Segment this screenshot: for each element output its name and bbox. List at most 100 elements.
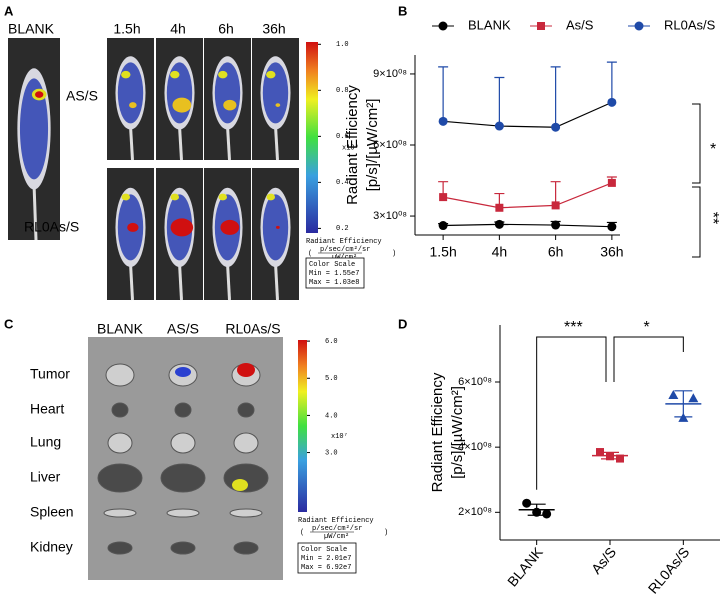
organ [170, 432, 196, 454]
organ-label: Liver [30, 469, 61, 485]
row-label: RL0As/S [24, 219, 79, 235]
scale-box [297, 542, 357, 574]
x-tick-label: 4h [492, 244, 508, 260]
signal-spot [170, 218, 194, 237]
signal-spot [170, 70, 180, 79]
signal-spot [127, 222, 139, 232]
sd-bar [674, 390, 693, 418]
error-bar [438, 66, 449, 122]
paren: ) [384, 529, 388, 537]
data-point [438, 116, 448, 126]
annotation: ** [704, 212, 721, 224]
row-label: AS/S [66, 88, 98, 104]
colorbar-unit: p/sec/cm²/sr [312, 525, 362, 533]
colorbar-title: Radiant Efficiency [298, 517, 374, 525]
data-point [607, 178, 616, 187]
y-axis-label: [p/s]/[µW/cm²] [449, 386, 466, 479]
data-point [551, 201, 560, 210]
y-tick-label: 9×10⁰⁸ [373, 68, 407, 80]
scale-text: Max = 1.03e8 [309, 279, 359, 287]
signal-spot [129, 102, 137, 109]
bracket [613, 336, 684, 382]
legend-label: As/S [566, 17, 594, 32]
tail [274, 125, 279, 161]
scale-text: Min = 1.55e7 [309, 270, 359, 278]
signal-spot [35, 91, 44, 98]
x-tick-label: 6h [548, 244, 564, 260]
column-label: 6h [218, 21, 234, 37]
y-tick-label: 6×10⁰⁸ [373, 139, 407, 151]
column-label: BLANK [8, 21, 55, 37]
y-axis-label: Radiant Efficiency [429, 372, 446, 492]
data-point [616, 454, 624, 463]
data-point [542, 509, 552, 519]
legend-marker [537, 22, 545, 30]
column-label: 4h [170, 21, 186, 37]
signal-spot [218, 70, 228, 79]
paren: ( [300, 529, 304, 537]
colorbar-unit: µW/cm² [324, 533, 349, 541]
data-point [522, 498, 532, 508]
error-bar [606, 61, 617, 103]
y-axis-label: Radiant Efficiency [344, 85, 361, 205]
organ-label: Spleen [30, 504, 74, 520]
x-tick-label: RL0As/S [645, 544, 693, 597]
organ-label: Lung [30, 434, 61, 450]
y-tick-label: 6×10⁰⁸ [458, 376, 492, 388]
y-axis-label: [p/s]/[µW/cm²] [364, 99, 381, 192]
mouse-signal [214, 62, 241, 124]
organ [160, 463, 206, 493]
column-label: BLANK [97, 321, 144, 337]
annotation: *** [564, 319, 583, 336]
mouse-signal [19, 78, 49, 180]
organ-label: Tumor [30, 366, 70, 382]
colorbar-multiplier: x10⁷ [331, 433, 348, 441]
colorbar-tick-label: 0.6 [336, 133, 349, 141]
mouse-signal [262, 62, 289, 124]
signal-spot [121, 193, 131, 201]
panel-label: C [4, 316, 14, 331]
tail [274, 262, 279, 301]
colorbar-tick-label: 1.0 [336, 41, 349, 49]
column-label: 1.5h [113, 21, 140, 37]
signal-spot [223, 99, 237, 111]
data-point [668, 390, 679, 400]
annotation: * [710, 141, 716, 158]
column-label: AS/S [167, 321, 199, 337]
y-tick-label: 2×10⁰⁸ [458, 506, 492, 518]
column-label: RL0As/S [225, 321, 280, 337]
paren: ) [392, 250, 396, 258]
colorbar-tick-label: 5.0 [325, 375, 338, 383]
mouse-signal [117, 62, 144, 124]
colorbar-multiplier: x10⁸ [342, 144, 359, 152]
colorbar-tick-label: 0.2 [336, 225, 349, 233]
legend-marker [634, 21, 644, 31]
organ [166, 508, 200, 518]
organ [229, 508, 263, 518]
colorbar-tick-label: 4.0 [325, 412, 338, 420]
series-line [443, 223, 612, 228]
scale-text: Color Scale [309, 261, 355, 269]
data-point [551, 122, 561, 132]
organ [107, 432, 133, 454]
tail [129, 125, 134, 161]
organ [107, 541, 133, 555]
organ [233, 541, 259, 555]
signal-spot [121, 70, 131, 79]
x-tick-label: 1.5h [430, 244, 457, 260]
legend-marker [438, 21, 448, 31]
organ [174, 402, 192, 418]
paren: ( [308, 250, 312, 258]
tail [226, 125, 231, 161]
signal-spot [266, 193, 276, 201]
y-tick-label: 4×10⁰⁸ [458, 441, 492, 453]
organ [97, 463, 143, 493]
mouse-signal [166, 62, 193, 124]
sd-bar [601, 451, 619, 460]
data-point [551, 220, 561, 230]
signal-spot [175, 367, 191, 377]
signal-spot [237, 363, 255, 377]
data-point [607, 97, 617, 107]
tail [226, 262, 231, 301]
signal-spot [232, 479, 248, 491]
